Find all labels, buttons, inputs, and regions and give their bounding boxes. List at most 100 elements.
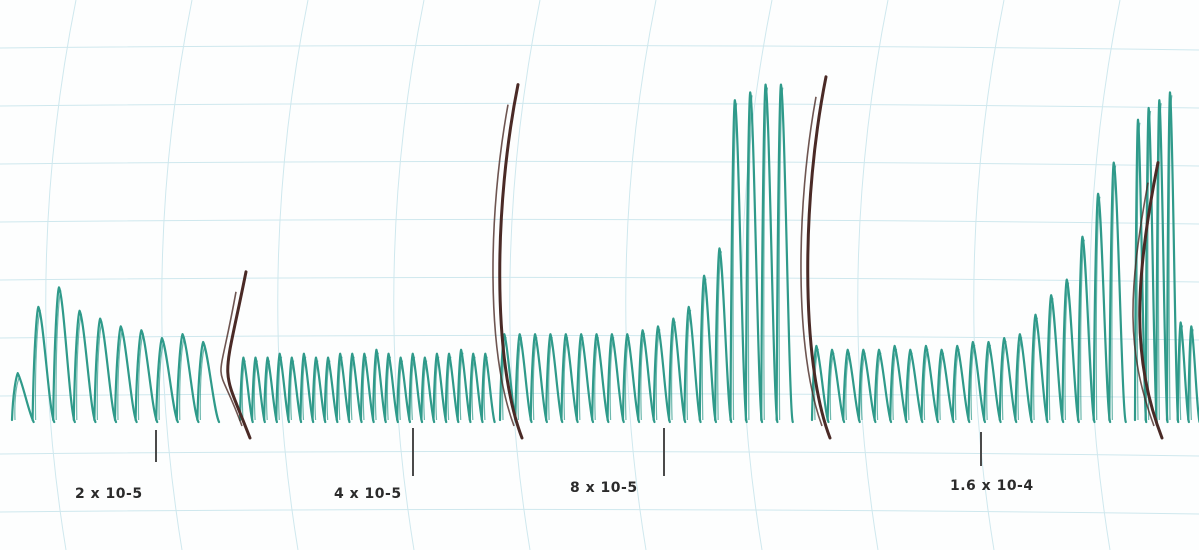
grid-line-horizontal <box>0 44 1199 51</box>
washout-stroke <box>226 270 252 440</box>
contraction-peak <box>1061 278 1080 424</box>
contraction-peak <box>31 305 56 424</box>
contraction-peak-inner <box>594 336 600 421</box>
washout-stroke <box>498 83 524 440</box>
dose-markers: 2 x 10-5 4 x 10-5 8 x 10-5 1.6 x 10-4 <box>75 428 1033 502</box>
grid-line-vertical <box>1089 0 1121 550</box>
contraction-peak-inner <box>76 313 83 421</box>
contraction-peak-inner <box>423 360 428 421</box>
contraction-peak-inner <box>471 356 476 421</box>
contraction-peak-inner <box>1157 102 1162 421</box>
dose-marker-2: 4 x 10-5 <box>334 428 414 502</box>
contraction-peak <box>175 333 200 424</box>
contraction-peak-inner <box>892 348 898 421</box>
contraction-peak <box>842 348 861 424</box>
grid-line-vertical <box>161 0 193 550</box>
contraction-peak <box>744 91 764 424</box>
contraction-peak <box>951 344 971 424</box>
contraction-peak <box>134 329 159 424</box>
contraction-peak <box>936 348 955 424</box>
contraction-peak-inner <box>338 356 343 421</box>
grid-line-vertical <box>973 0 1005 550</box>
contraction-peak-inner <box>1147 110 1152 421</box>
contraction-peak <box>1092 192 1112 424</box>
contraction-peak-inner <box>1189 329 1194 421</box>
contraction-peak-inner <box>1095 196 1101 421</box>
contraction-peak <box>347 352 363 424</box>
contraction-peak <box>667 317 687 424</box>
contraction-peak <box>652 325 671 424</box>
contraction-peak <box>637 329 656 424</box>
contraction-peak-inner <box>532 336 538 421</box>
washout-stroke-echo <box>492 104 515 427</box>
contraction-peak-inner <box>655 329 661 421</box>
contraction-peak-inner <box>778 87 784 421</box>
contraction-peak-inner <box>137 333 144 421</box>
contraction-peak <box>683 305 702 424</box>
washout-stroke <box>806 75 832 440</box>
contraction-peak <box>10 372 35 424</box>
trace-layer <box>10 83 1199 424</box>
contraction-peak-inner <box>265 360 271 421</box>
contraction-peak-inner <box>1001 340 1007 421</box>
contraction-peak <box>432 352 448 424</box>
contraction-peak <box>287 356 303 424</box>
contraction-peak <box>196 340 221 424</box>
contraction-peak-inner <box>314 360 319 421</box>
contraction-peak-inner <box>717 251 723 421</box>
contraction-peak <box>371 348 387 424</box>
contraction-peak-inner <box>96 321 103 421</box>
contraction-peak-inner <box>199 344 206 421</box>
washout-layer <box>220 75 1164 440</box>
contraction-peak <box>873 348 893 424</box>
contraction-peak-inner <box>1136 122 1141 421</box>
contraction-peak <box>1076 235 1096 424</box>
contraction-peak-inner <box>686 309 692 421</box>
contraction-peak <box>810 344 830 424</box>
contraction-peak <box>238 356 254 424</box>
contraction-peak-inner <box>14 375 21 421</box>
grid-line-horizontal <box>0 218 1199 225</box>
contraction-peak-inner <box>548 336 553 421</box>
contraction-peak <box>1144 106 1158 424</box>
contraction-peak <box>444 352 460 424</box>
contraction-peak-inner <box>1080 239 1086 421</box>
contraction-peak-inner <box>1033 317 1039 421</box>
contraction-peak <box>456 348 472 424</box>
dose-marker-3: 8 x 10-5 <box>570 428 665 496</box>
contraction-peak-inner <box>923 348 929 421</box>
contraction-peak-inner <box>907 352 913 421</box>
contraction-peak-inner <box>447 356 452 421</box>
dose-marker-label: 4 x 10-5 <box>334 486 402 502</box>
contraction-peak-inner <box>609 336 615 421</box>
contraction-peak-inner <box>158 340 165 421</box>
contraction-peak <box>1030 313 1049 424</box>
contraction-peak-inner <box>459 352 464 421</box>
contraction-peak <box>52 286 76 424</box>
grid-line-horizontal <box>0 276 1199 283</box>
contraction-peak-inner <box>241 360 246 421</box>
contraction-peak-inner <box>483 356 488 421</box>
contraction-peak <box>72 309 97 424</box>
contraction-peak <box>335 352 351 424</box>
contraction-peak <box>396 356 412 424</box>
contraction-peak <box>857 348 877 424</box>
grid-line-vertical <box>277 0 309 550</box>
contraction-peak-inner <box>117 329 124 421</box>
contraction-peak-inner <box>970 344 976 421</box>
contraction-peak-inner <box>517 336 523 421</box>
dose-marker-4: 1.6 x 10-4 <box>950 432 1033 494</box>
contraction-peak-inner <box>1048 297 1054 421</box>
contraction-peak-inner <box>179 336 186 421</box>
grid-line-horizontal <box>0 102 1199 109</box>
washout-stroke-echo <box>800 96 823 427</box>
contraction-peak <box>359 352 375 424</box>
washout-stroke-echo <box>1132 182 1155 427</box>
contraction-peak-inner <box>411 356 416 421</box>
contraction-peak <box>275 352 291 424</box>
contraction-peak <box>408 352 424 424</box>
contraction-peak-inner <box>386 356 392 421</box>
contraction-peak <box>113 325 138 424</box>
